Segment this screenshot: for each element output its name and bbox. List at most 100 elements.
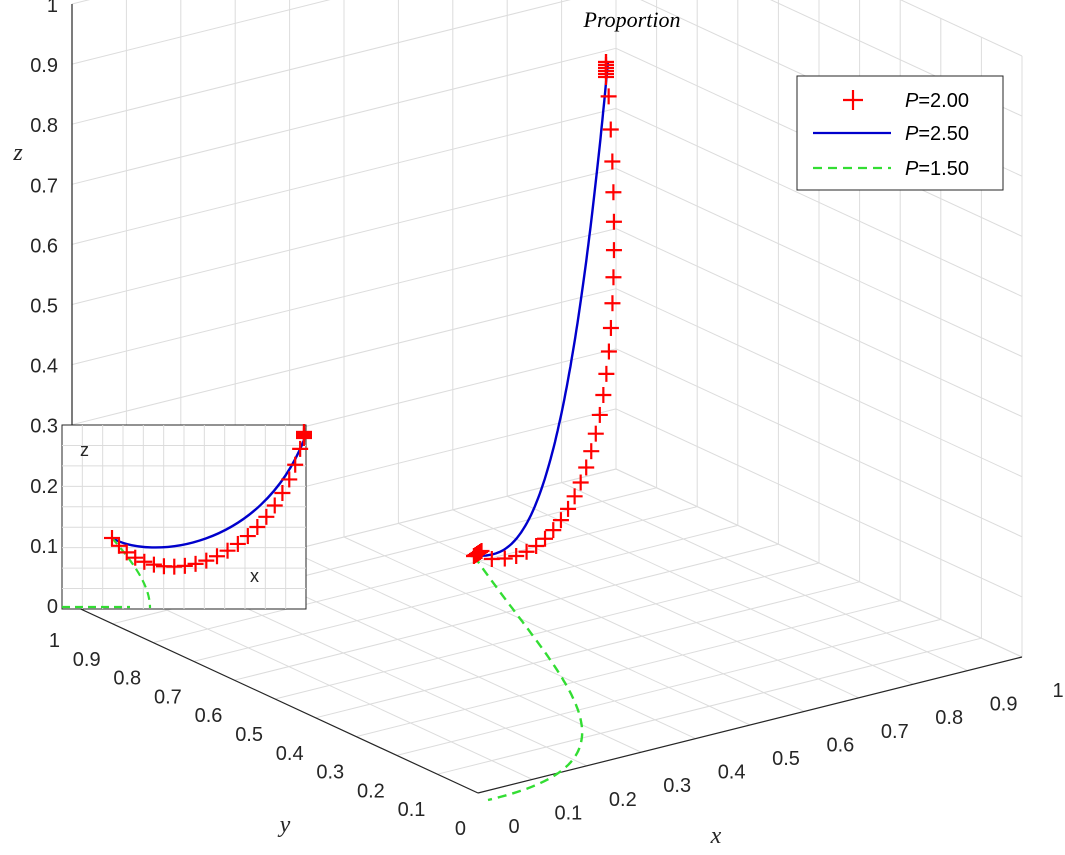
y-tick-label: 0.8 xyxy=(113,668,141,690)
series-p200-marker xyxy=(605,242,622,259)
y-tick-label: 0.1 xyxy=(398,799,426,821)
series-p200-marker xyxy=(496,550,513,567)
floor-grid-line xyxy=(506,495,914,685)
inset-p200-marker xyxy=(118,544,135,561)
x-tick-label: 0.3 xyxy=(663,775,691,797)
tick-labels: 0 0.1 0.2 0.3 0.4 0.5 0.6 0.7 0.8 0.9 1 0 0.1 0.2 0.3 0… xyxy=(30,0,1063,840)
series-p200-marker xyxy=(604,295,621,312)
data-series xyxy=(466,54,622,802)
series-p200-marker xyxy=(587,425,604,442)
x-tick-label: 0.5 xyxy=(772,748,800,770)
side-wall-grid-line xyxy=(615,107,1023,297)
legend-label-p250: P=2.50 xyxy=(905,123,969,145)
floor-grid-line xyxy=(615,468,1023,658)
inset-x-label: x xyxy=(250,566,259,586)
inset-p200-marker xyxy=(209,548,225,565)
inset-p200-marker xyxy=(136,553,153,570)
inset-p200-marker xyxy=(287,456,304,473)
y-tick-label: 0.4 xyxy=(276,743,304,765)
series-p200-marker xyxy=(572,474,589,491)
inset-z-label: z xyxy=(80,440,89,460)
back-wall-grid-line xyxy=(71,168,617,305)
inset-p200-marker xyxy=(296,430,312,446)
z-tick-label: 0.1 xyxy=(30,536,58,558)
x-tick-label: 0 xyxy=(508,816,519,838)
inset-p200-marker xyxy=(219,542,236,559)
inset-p150-line xyxy=(62,537,152,609)
inset-p200-marker xyxy=(258,508,275,525)
x-tick-label: 0.1 xyxy=(554,802,582,824)
y-tick-label: 0.3 xyxy=(316,762,344,784)
y-tick-label: 1 xyxy=(49,630,60,652)
legend-plus-marker xyxy=(843,90,863,110)
floor-grid-line xyxy=(398,522,805,712)
series-p200-marker xyxy=(566,488,583,505)
inset-p200-marker xyxy=(249,519,266,536)
x-tick-label: 0.6 xyxy=(826,734,854,756)
series-p250-line xyxy=(473,61,610,558)
series-p200-marker xyxy=(598,365,615,382)
legend: P=2.00 P=2.50 P=1.50 xyxy=(796,75,1004,191)
floor-grid-line xyxy=(274,562,820,700)
series-p200-marker xyxy=(560,500,577,517)
y-tick-label: 0.2 xyxy=(357,780,385,802)
inset-p200-marker xyxy=(198,552,215,569)
z-tick-label: 0.4 xyxy=(30,356,58,378)
inset-p200-marker xyxy=(187,555,204,572)
y-axis-line xyxy=(71,604,479,794)
y-tick-label: 0.9 xyxy=(73,649,101,671)
z-tick-label: 0.6 xyxy=(30,235,58,257)
inset-p200-marker xyxy=(292,440,309,457)
inset-p200-marker xyxy=(110,537,127,554)
x-axis-line xyxy=(477,656,1023,794)
series-p200-marker xyxy=(605,184,622,201)
series-p200-marker xyxy=(545,522,562,539)
z-tick-label: 0.8 xyxy=(30,115,58,137)
series-p200-marker xyxy=(583,443,600,460)
series-p200-marker xyxy=(518,543,535,560)
series-p200-marker xyxy=(508,548,525,565)
legend-entry-p200: P=2.00 xyxy=(843,90,969,112)
x-tick-label: 0.8 xyxy=(935,707,963,729)
floor-grid-line xyxy=(561,482,968,672)
back-wall-grid-line xyxy=(71,0,331,65)
inset-p200-marker xyxy=(104,530,120,546)
floor-grid-line xyxy=(234,543,779,681)
series-p200-marker xyxy=(600,88,617,105)
inset-p200-marker xyxy=(127,549,144,566)
legend-label-p200: P=2.00 xyxy=(905,90,969,112)
z-tick-label: 1 xyxy=(47,0,58,17)
x-tick-label: 0.7 xyxy=(881,721,909,743)
inset-p200-marker xyxy=(145,556,162,573)
inset-series xyxy=(62,424,312,609)
x-tick-label: 1 xyxy=(1052,680,1063,702)
z-tick-label: 0.7 xyxy=(30,175,58,197)
series-p200-marker xyxy=(600,343,617,360)
side-wall-grid-line xyxy=(899,0,1023,57)
y-tick-label: 0.5 xyxy=(235,724,263,746)
floor-grid-line xyxy=(193,524,738,662)
series-p200-marker xyxy=(578,459,595,476)
floor-grid-line xyxy=(452,509,860,699)
y-axis-label: y xyxy=(278,812,291,838)
z-tick-label: 0.2 xyxy=(30,476,58,498)
side-wall-grid-line xyxy=(615,168,1023,357)
series-p200-marker xyxy=(605,213,622,230)
z-tick-label: 0.5 xyxy=(30,296,58,318)
z-tick-label: 0.9 xyxy=(30,55,58,77)
x-axis-label: x xyxy=(710,823,722,849)
inset-p250-line xyxy=(111,439,306,549)
series-p200-marker xyxy=(602,319,619,336)
series-p200-marker xyxy=(537,530,554,547)
back-wall-grid-line xyxy=(71,107,617,245)
inset-plot: z x xyxy=(61,424,312,610)
series-p200-marker xyxy=(605,269,622,286)
legend-entry-p250: P=2.50 xyxy=(813,123,969,145)
legend-label-p150: P=1.50 xyxy=(905,158,969,180)
y-tick-label: 0.6 xyxy=(195,705,223,727)
back-wall-grid-line xyxy=(71,0,571,125)
y-tick-label: 0.7 xyxy=(154,686,182,708)
series-p150-line xyxy=(473,555,584,802)
chart-title: Proportion xyxy=(583,7,681,32)
back-wall-grid-line xyxy=(71,47,617,185)
